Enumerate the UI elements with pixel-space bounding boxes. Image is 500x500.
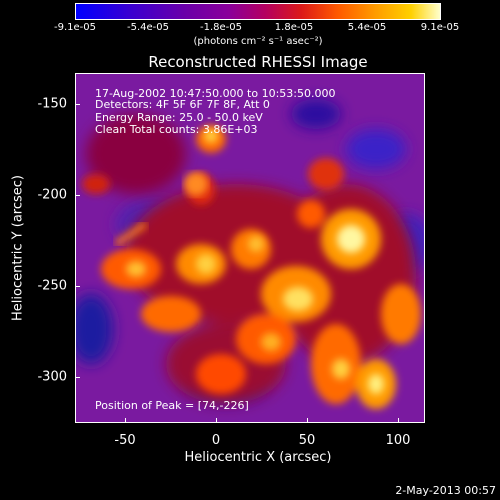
- x-tick-label: 100: [385, 433, 411, 448]
- image-title: Reconstructed RHESSI Image: [148, 53, 368, 71]
- colorbar-unit: (photons cm⁻² s⁻¹ asec⁻²): [193, 36, 323, 47]
- x-tick-mark: [307, 418, 308, 423]
- colorbar-tick: -1.8e-05: [200, 22, 242, 33]
- y-tick-label: -200: [37, 187, 67, 203]
- x-tick-label: -50: [114, 433, 136, 448]
- colorbar-tick: 9.1e-05: [420, 22, 460, 33]
- colorbar-tick: 1.8e-05: [274, 22, 314, 33]
- x-tick-mark: [216, 418, 217, 423]
- y-tick-mark: [75, 286, 80, 287]
- colorbar: [75, 3, 441, 20]
- annotation-detectors: Detectors: 4F 5F 6F 7F 8F, Att 0: [95, 98, 270, 111]
- annotation-clean: Clean Total counts: 3.86E+03: [95, 123, 258, 136]
- y-axis-label: Heliocentric Y (arcsec): [10, 175, 26, 321]
- annotation-energy: Energy Range: 25.0 - 50.0 keV: [95, 111, 263, 124]
- x-tick-label: 50: [298, 433, 316, 448]
- y-tick-label: -250: [37, 278, 67, 294]
- x-tick-label: 0: [211, 433, 221, 448]
- annotation-peak: Position of Peak = [74,-226]: [95, 399, 249, 412]
- colorbar-tick: 5.4e-05: [347, 22, 387, 33]
- colorbar-tick: -9.1e-05: [54, 22, 96, 33]
- annotation-time: 17-Aug-2002 10:47:50.000 to 10:53:50.000: [95, 87, 336, 100]
- y-tick-mark: [75, 377, 80, 378]
- x-tick-mark: [125, 418, 126, 423]
- rhessi-image: [75, 73, 425, 423]
- x-tick-mark: [398, 418, 399, 423]
- x-axis-label: Heliocentric X (arcsec): [184, 450, 332, 465]
- image-heatmap: [76, 74, 424, 422]
- y-tick-mark: [75, 104, 80, 105]
- colorbar-tick: -5.4e-05: [127, 22, 169, 33]
- y-tick-label: -150: [37, 96, 67, 112]
- y-tick-mark: [75, 195, 80, 196]
- timestamp: 2-May-2013 00:57: [395, 484, 496, 497]
- y-tick-label: -300: [37, 369, 67, 385]
